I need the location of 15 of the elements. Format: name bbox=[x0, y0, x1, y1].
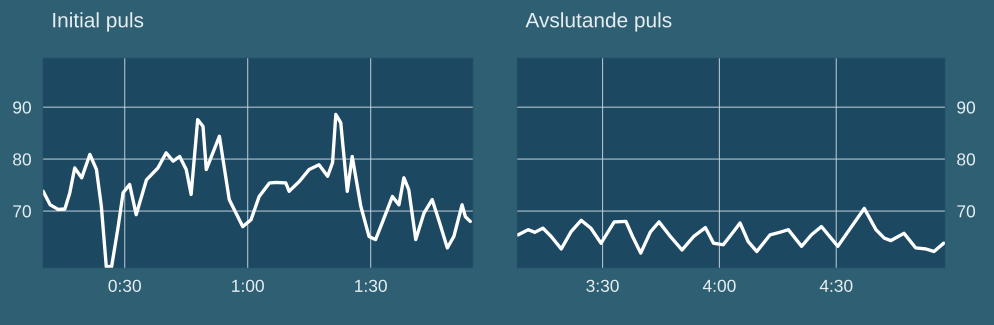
x-tick-label: 4:30 bbox=[820, 280, 852, 292]
y-tick-label: 70 bbox=[13, 205, 31, 218]
x-tick-label: 3:30 bbox=[586, 280, 619, 292]
x-tick-label: 1:30 bbox=[355, 280, 387, 292]
chart-title: Avslutande puls bbox=[525, 12, 672, 32]
x-tick-label: 4:00 bbox=[702, 280, 736, 292]
y-tick-label: 90 bbox=[13, 101, 31, 114]
chart-title: Initial puls bbox=[53, 12, 144, 32]
x-tick-label: 0:30 bbox=[108, 280, 141, 292]
y2-tick-label: 70 bbox=[957, 205, 976, 218]
y2-tick-label: 90 bbox=[957, 101, 976, 114]
line-series bbox=[516, 206, 946, 255]
y-tick-label: 80 bbox=[13, 153, 31, 166]
x-tick-label: 1:00 bbox=[232, 280, 264, 292]
y2-tick-label: 80 bbox=[957, 153, 976, 166]
